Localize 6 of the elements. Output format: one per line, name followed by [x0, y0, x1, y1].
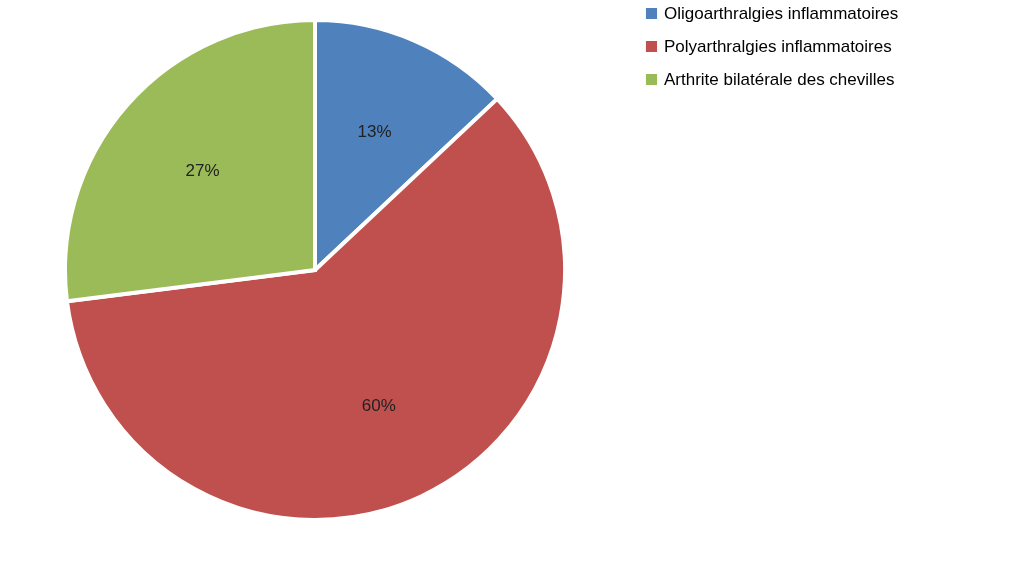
legend-label: Polyarthralgies inflammatoires	[664, 36, 892, 56]
data-label: 60%	[361, 395, 396, 415]
legend-label: Arthrite bilatérale des chevilles	[664, 69, 895, 89]
legend-label: Oligoarthralgies inflammatoires	[664, 3, 899, 23]
data-label: 13%	[357, 122, 392, 142]
data-label: 27%	[185, 160, 220, 180]
